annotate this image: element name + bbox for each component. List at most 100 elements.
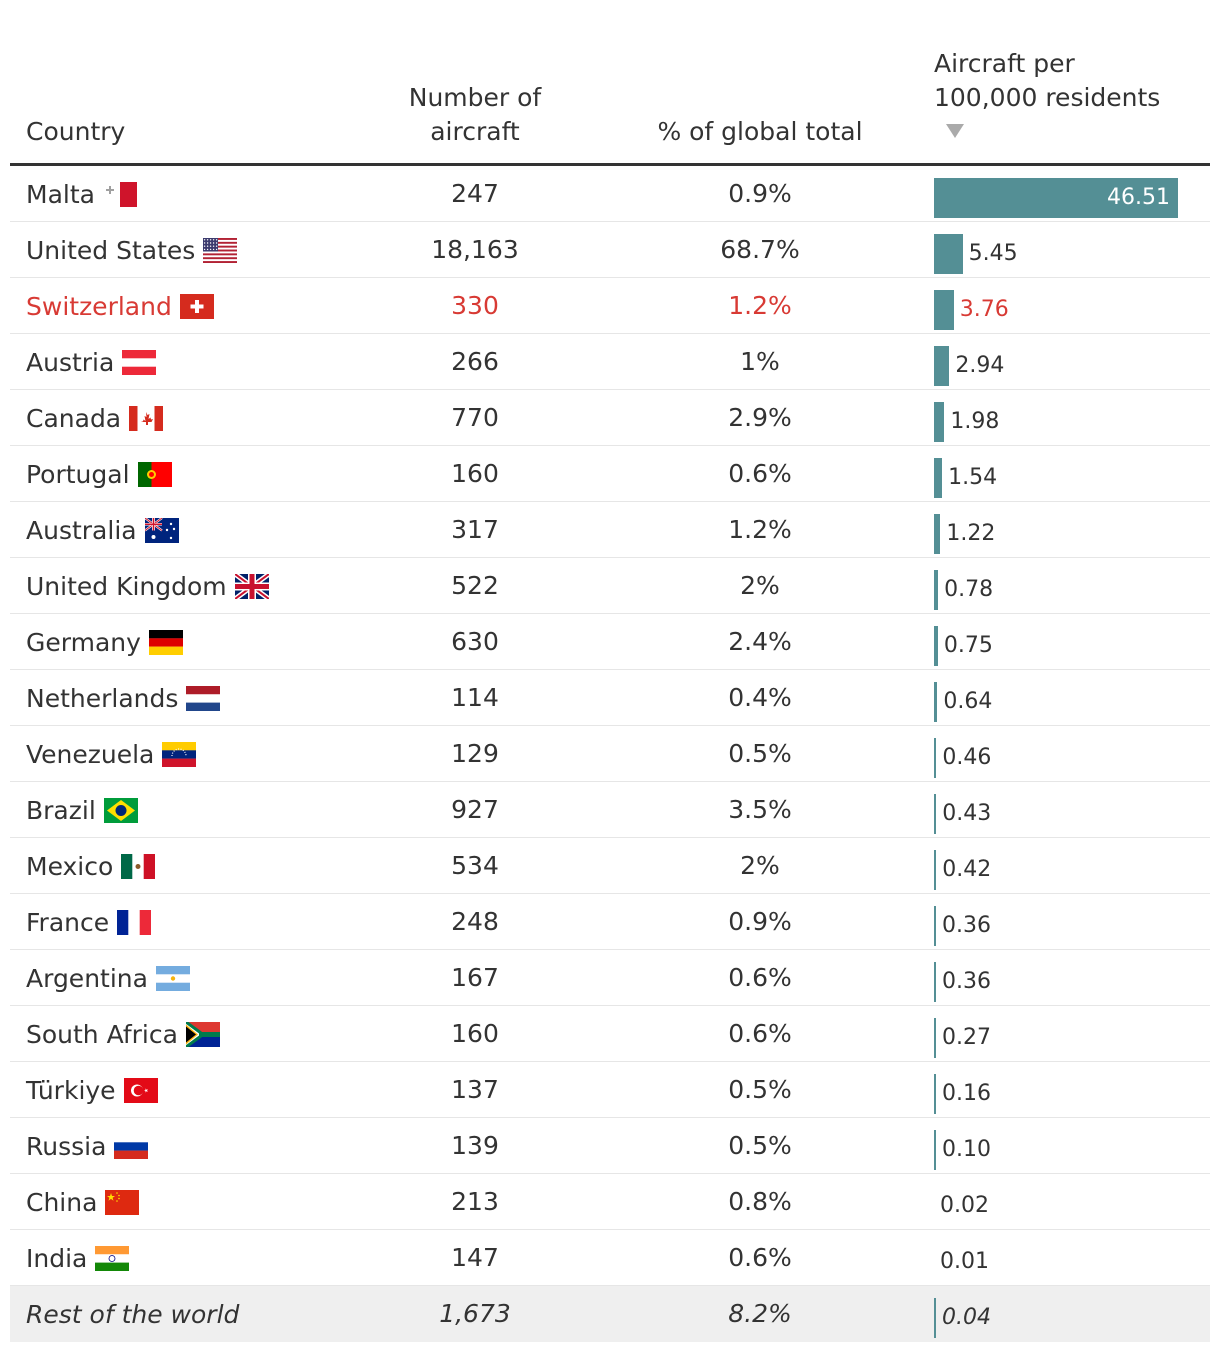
aircraft-count: 18,163 (431, 235, 519, 264)
aircraft-count: 534 (451, 851, 499, 880)
country-name: Portugal (26, 459, 130, 489)
country-cell: Malta (26, 166, 137, 222)
rate-value: 46.51 (1107, 185, 1170, 210)
country-name: Argentina (26, 963, 148, 993)
switzerland-flag-icon (179, 293, 214, 319)
country-name: Austria (26, 347, 115, 377)
aircraft-count: 248 (451, 907, 499, 936)
table-row: Mexico 534 2% 0.42 (10, 838, 1210, 894)
table-body: Malta 247 0.9% 46.51 United States 18,163 68.7… (10, 166, 1210, 1342)
rate-cell: 0.02 (934, 1174, 1204, 1230)
rate-cell: 1.54 (934, 446, 1204, 502)
aircraft-count: 114 (451, 683, 499, 712)
header-aircraft-line2: aircraft (430, 117, 520, 146)
rate-cell: 0.36 (934, 894, 1204, 950)
aircraft-table: Country Number of aircraft % of global t… (10, 0, 1210, 1342)
country-cell: Mexico (26, 838, 156, 894)
uk-flag-icon (234, 573, 269, 599)
aircraft-count: 522 (451, 571, 499, 600)
country-name: Netherlands (26, 683, 179, 713)
rate-cell: 0.36 (934, 950, 1204, 1006)
header-rate-line1: Aircraft per (934, 49, 1075, 78)
global-share: 1.2% (728, 291, 792, 320)
country-name: Rest of the world (26, 1299, 240, 1329)
global-share: 8.2% (728, 1299, 792, 1328)
country-name: Mexico (26, 851, 114, 881)
table-row: India 147 0.6% 0.01 (10, 1230, 1210, 1286)
rate-cell: 46.51 (934, 166, 1204, 222)
table-row: United Kingdom 522 2% 0.78 (10, 558, 1210, 614)
table-row: Venezuela 129 0.5% 0.46 (10, 726, 1210, 782)
country-cell: Argentina (26, 950, 190, 1006)
country-name: Türkiye (26, 1075, 116, 1105)
header-aircraft-line1: Number of (408, 83, 542, 112)
header-rate[interactable]: Aircraft per 100,000 residents (934, 47, 1204, 115)
rate-cell: 0.43 (934, 782, 1204, 838)
country-name: Switzerland (26, 291, 172, 321)
rate-value: 0.78 (944, 577, 994, 602)
table-row: Germany 630 2.4% 0.75 (10, 614, 1210, 670)
south-africa-flag-icon (185, 1021, 220, 1047)
table-row: Argentina 167 0.6% 0.36 (10, 950, 1210, 1006)
rate-value: 0.04 (942, 1305, 991, 1330)
rate-value: 0.01 (940, 1249, 989, 1274)
india-flag-icon (95, 1245, 130, 1271)
rate-cell: 0.04 (934, 1286, 1204, 1342)
global-share: 0.6% (728, 963, 792, 992)
aircraft-count: 160 (451, 459, 499, 488)
country-cell: Canada (26, 390, 164, 446)
rate-cell: 0.10 (934, 1118, 1204, 1174)
global-share: 0.8% (728, 1187, 792, 1216)
aircraft-count: 330 (451, 291, 499, 320)
country-cell: South Africa (26, 1006, 220, 1062)
table-header: Country Number of aircraft % of global t… (10, 0, 1210, 166)
country-name: Russia (26, 1131, 107, 1161)
aircraft-count: 213 (451, 1187, 499, 1216)
country-cell: Austria (26, 334, 157, 390)
country-cell: Russia (26, 1118, 149, 1174)
global-share: 0.6% (728, 1019, 792, 1048)
country-cell: China (26, 1174, 140, 1230)
country-cell: United States (26, 222, 238, 278)
sort-descending-icon[interactable] (946, 124, 964, 138)
rate-cell: 3.76 (934, 278, 1204, 334)
aircraft-count: 137 (451, 1075, 499, 1104)
rate-bar (934, 962, 936, 1002)
aircraft-count: 139 (451, 1131, 499, 1160)
argentina-flag-icon (155, 965, 190, 991)
rate-cell: 0.42 (934, 838, 1204, 894)
header-aircraft[interactable]: Number of aircraft (375, 81, 575, 149)
country-cell: Rest of the world (26, 1286, 239, 1342)
rate-bar (934, 1130, 936, 1170)
table-row: Netherlands 114 0.4% 0.64 (10, 670, 1210, 726)
rate-value: 3.76 (959, 297, 1009, 322)
rate-cell: 2.94 (934, 334, 1204, 390)
rate-value: 1.22 (946, 521, 996, 546)
global-share: 0.5% (728, 1075, 792, 1104)
rate-bar (934, 682, 938, 722)
table-row-rest-of-world: Rest of the world 1,673 8.2% 0.04 (10, 1286, 1210, 1342)
rate-bar (934, 906, 936, 946)
country-name: United States (26, 235, 196, 265)
table-row: Switzerland 330 1.2% 3.76 (10, 278, 1210, 334)
china-flag-icon (105, 1189, 140, 1215)
turkiye-flag-icon (123, 1077, 158, 1103)
header-pct[interactable]: % of global total (657, 117, 863, 146)
aircraft-count: 927 (451, 795, 499, 824)
country-name: South Africa (26, 1019, 178, 1049)
austria-flag-icon (122, 349, 157, 375)
global-share: 3.5% (728, 795, 792, 824)
rate-cell: 0.46 (934, 726, 1204, 782)
rate-bar (934, 1298, 936, 1338)
netherlands-flag-icon (186, 685, 221, 711)
rate-value: 0.02 (940, 1193, 989, 1218)
global-share: 0.5% (728, 739, 792, 768)
table-row: China 213 0.8% 0.02 (10, 1174, 1210, 1230)
global-share: 2% (740, 851, 780, 880)
country-cell: Türkiye (26, 1062, 158, 1118)
aircraft-count: 247 (451, 179, 499, 208)
header-country[interactable]: Country (26, 117, 126, 146)
aircraft-count: 129 (451, 739, 499, 768)
rate-value: 0.42 (942, 857, 992, 882)
malta-flag-icon (102, 181, 137, 207)
